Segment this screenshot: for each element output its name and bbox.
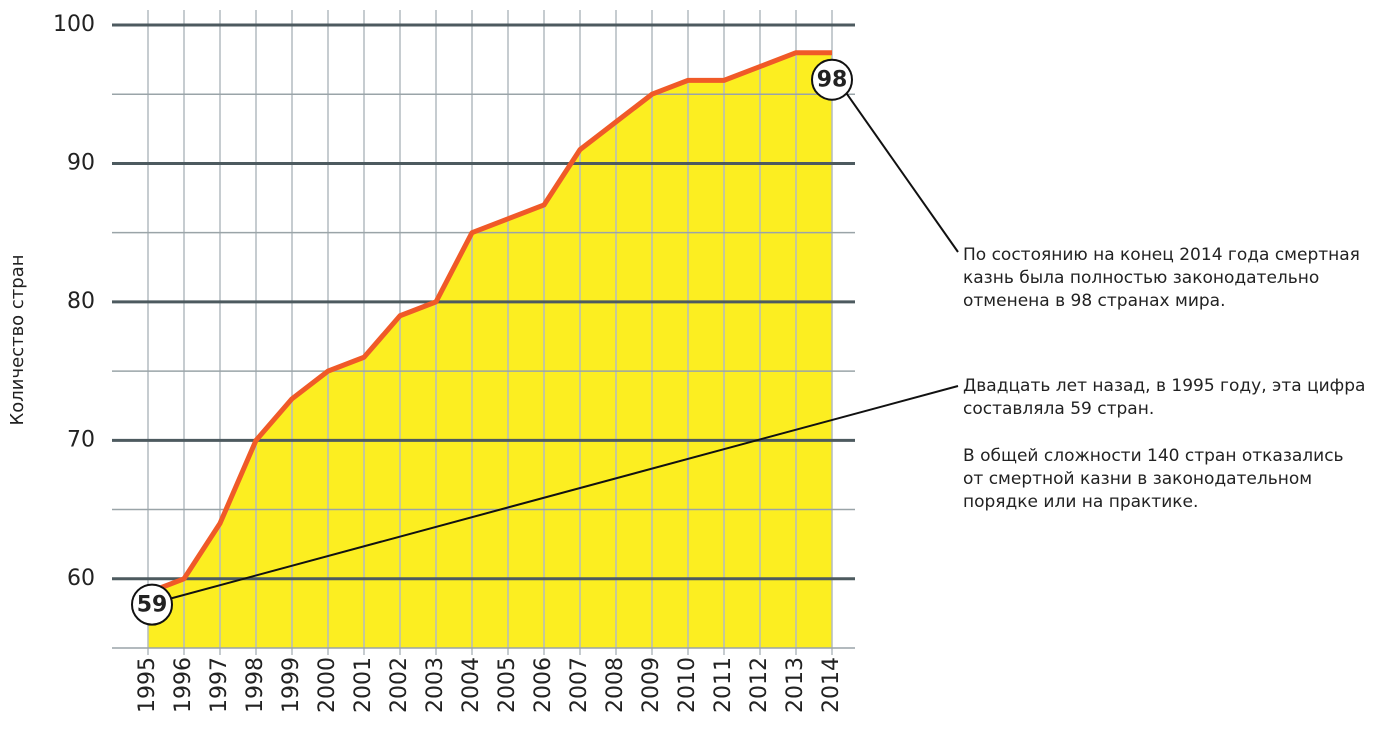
note: от смертной казни в законодательном bbox=[963, 469, 1312, 489]
y-tick-label: 80 bbox=[67, 289, 95, 314]
note: порядке или на практике. bbox=[963, 492, 1198, 512]
x-tick-label: 2014 bbox=[819, 657, 844, 713]
y-tick-label: 60 bbox=[67, 566, 95, 591]
note: отменена в 98 странах мира. bbox=[963, 291, 1226, 311]
value-badge bbox=[811, 58, 853, 101]
x-tick-label: 2006 bbox=[531, 657, 556, 713]
x-tick-label: 2007 bbox=[567, 657, 592, 713]
line bbox=[147, 50, 832, 595]
y-axis-label: Количество стран bbox=[7, 254, 28, 425]
x-tick-label: 1995 bbox=[135, 657, 160, 713]
x-tick-label: 2011 bbox=[711, 657, 736, 713]
note: составляла 59 стран. bbox=[963, 399, 1154, 419]
x-tick-label: 1999 bbox=[279, 657, 304, 713]
y-tick-label: 90 bbox=[67, 150, 95, 175]
pointer bbox=[831, 72, 959, 253]
y-tick-label: 70 bbox=[67, 427, 95, 452]
note: Двадцать лет назад, в 1995 году, эта циф… bbox=[963, 376, 1365, 396]
value-badge bbox=[131, 583, 173, 626]
note: По состоянию на конец 2014 года смертная bbox=[963, 245, 1360, 265]
x-tick-label: 1997 bbox=[207, 657, 232, 713]
x-tick-label: 2003 bbox=[423, 657, 448, 713]
note: казнь была полностью законодательно bbox=[963, 268, 1319, 288]
pointer bbox=[147, 385, 959, 606]
x-tick-label: 2012 bbox=[747, 657, 772, 713]
x-tick-label: 2004 bbox=[459, 657, 484, 713]
data-label: 59 bbox=[137, 593, 168, 618]
y-tick-label: 100 bbox=[53, 12, 95, 37]
x-tick-label: 1996 bbox=[171, 657, 196, 713]
x-tick-label: 2008 bbox=[603, 657, 628, 713]
area bbox=[148, 52, 832, 648]
x-tick-label: 2000 bbox=[315, 657, 340, 713]
x-tick-label: 2002 bbox=[387, 657, 412, 713]
data-label: 98 bbox=[817, 68, 848, 93]
x-tick-label: 1998 bbox=[243, 657, 268, 713]
x-tick-label: 2001 bbox=[351, 657, 376, 713]
x-tick-label: 2013 bbox=[783, 657, 808, 713]
note: В общей сложности 140 стран отказались bbox=[963, 446, 1344, 466]
x-tick-label: 2010 bbox=[675, 657, 700, 713]
x-tick-label: 2005 bbox=[495, 657, 520, 713]
x-tick-label: 2009 bbox=[639, 657, 664, 713]
